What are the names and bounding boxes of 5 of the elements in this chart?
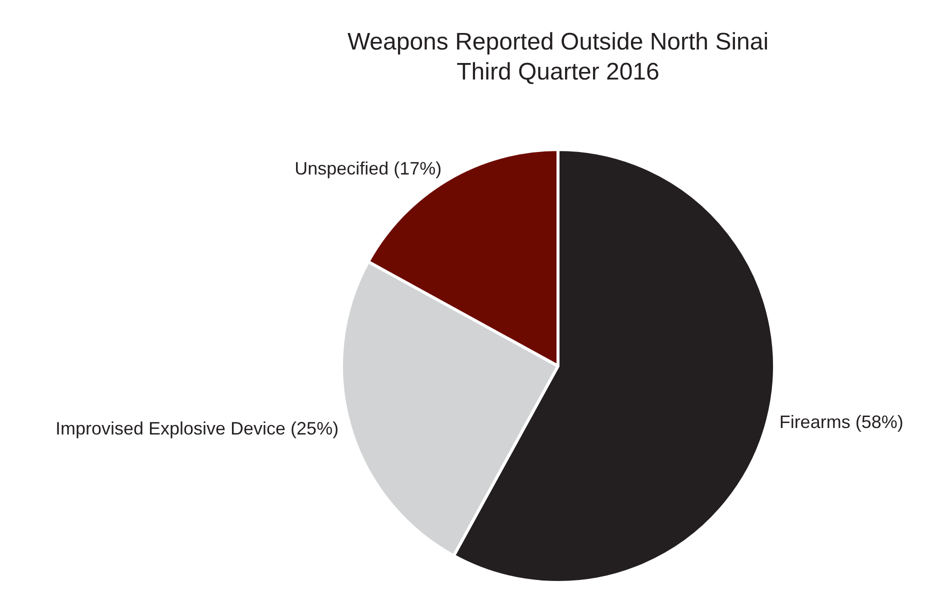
slice-label: Improvised Explosive Device (25%): [55, 418, 339, 439]
slice-label: Unspecified (17%): [294, 158, 442, 178]
chart-subtitle: Third Quarter 2016: [456, 58, 660, 86]
slice-label: Firearms (58%): [779, 412, 904, 432]
chart-title: Weapons Reported Outside North Sinai: [347, 28, 769, 56]
